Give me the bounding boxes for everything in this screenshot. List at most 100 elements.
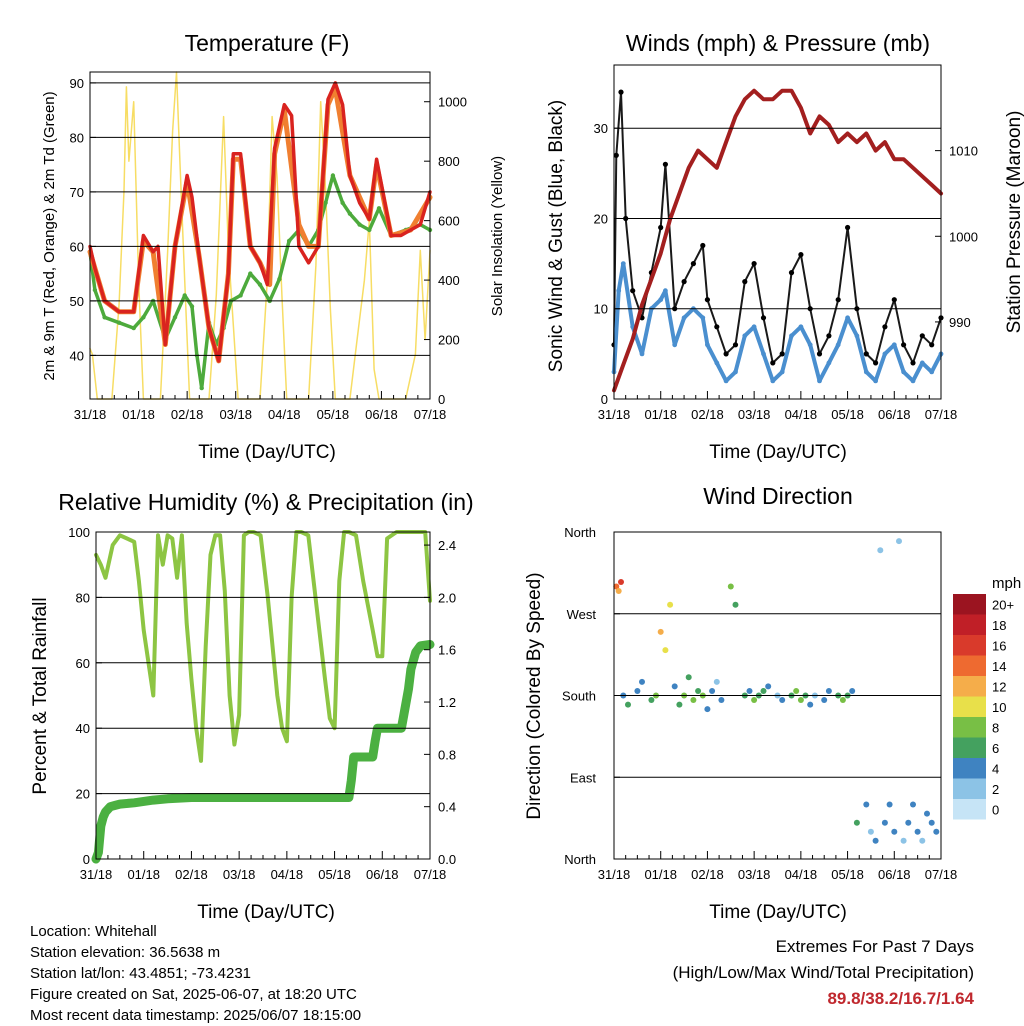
direction-ylabel-left: Direction (Colored By Speed) [524,572,545,819]
precip-y-tick-label: 1.2 [438,695,456,710]
precip-y-tick-label: 0.0 [438,852,456,867]
direction-point [863,801,870,808]
temp-y-tick-label: 40 [70,348,84,363]
dewpoint-point [340,200,345,205]
temperature-panel: Temperature (F) 40 50 60 70 80 90 0 200 400 600 80… [41,30,506,463]
gust-point [742,279,748,285]
x-tick-label: 06/18 [878,407,911,422]
wind-panel: Winds (mph) & Pressure (mb) 0 10 20 30 990 10… [546,30,1024,463]
direction-point [751,697,758,703]
legend-label: 2 [992,782,999,797]
legend-swatch [953,655,986,676]
wind-y-tick-label: 30 [594,121,608,136]
direction-point [639,678,645,685]
direction-point [919,837,926,844]
direction-point [615,588,622,594]
x-tick-label: 04/18 [268,407,301,422]
x-tick-label: 31/18 [74,407,107,422]
precip-y-tick-label: 0.8 [438,747,456,762]
gust-point [662,161,669,167]
gust-point [826,333,832,339]
direction-point [685,674,692,681]
direction-point [807,701,814,708]
dewpoint-point [286,238,292,244]
x-tick-label: 01/18 [644,407,677,422]
direction-point [676,701,683,708]
rh-title: Relative Humidity (%) & Precipitation (i… [58,489,473,515]
sonic-wind-point [733,369,738,375]
sonic-wind-point [761,351,766,357]
sonic-wind-point [700,315,706,321]
sonic-wind-point [854,333,860,339]
sonic-wind-point [770,378,776,384]
rh-line [94,530,432,763]
x-tick-label: 04/18 [271,867,304,882]
direction-point [727,583,734,590]
x-tick-label: 07/18 [414,407,447,422]
dewpoint-point [116,320,122,325]
gust-point [704,297,711,303]
direction-point [933,828,940,835]
pressure-y-tick-label: 990 [949,315,971,330]
wind-title: Winds (mph) & Pressure (mb) [626,30,930,56]
direction-point [657,628,664,635]
direction-point [793,688,800,694]
direction-point [896,538,902,545]
station-info: Location: Whitehall Station elevation: 3… [30,921,361,1026]
direction-point [881,819,888,826]
legend-swatch [953,594,986,615]
gust-point [618,89,624,95]
sonic-wind-point [620,261,626,266]
direction-point [877,547,884,554]
x-tick-label: 31/18 [598,867,631,882]
gust-point [788,270,795,276]
dewpoint-point [330,173,336,178]
sonic-wind-point [798,324,804,330]
sonic-wind-point [807,342,813,348]
sonic-wind-point [882,351,888,357]
sonic-wind-point [672,342,678,348]
legend-title: mph [992,575,1021,592]
gust-point [919,333,925,339]
rh-y-tick-label: 80 [76,590,90,605]
sonic-wind-point [705,342,710,348]
legend-label: 20+ [992,597,1014,612]
x-tick-label: 04/18 [785,407,818,422]
legend-label: 12 [992,679,1006,694]
rh-panel: Relative Humidity (%) & Precipitation (i… [30,489,474,923]
wind-y-tick-label: 10 [594,302,608,317]
direction-point [732,601,739,608]
dewpoint-point [102,315,107,320]
rh-y-tick-label: 0 [83,852,90,867]
x-tick-label: 02/18 [691,867,724,882]
solar-insolation-line [89,71,431,400]
x-tick-label: 01/18 [644,867,677,882]
sonic-wind-point [658,297,664,303]
wind-y-tick-label: 20 [594,211,608,226]
gust-point [891,297,897,303]
x-tick-label: 07/18 [925,867,958,882]
x-tick-label: 02/18 [175,867,208,882]
wind-y-tick-label: 0 [601,392,608,407]
dewpoint-point [92,287,98,293]
info-recent: Most recent data timestamp: 2025/06/07 1… [30,1007,362,1024]
x-tick-label: 03/18 [223,867,256,882]
legend-swatch [953,778,986,799]
direction-point [746,688,753,694]
legend-swatch [953,696,986,717]
direction-point [662,647,669,654]
sonic-wind-point [835,342,841,348]
direction-point [849,688,856,694]
gust-point [630,288,636,294]
direction-point [886,801,893,808]
dewpoint-point [189,304,195,309]
direction-point [797,697,804,703]
dewpoint-point [277,276,282,282]
direction-point [690,697,697,703]
direction-panel: Wind Direction NorthEastSouthWestNorth31… [524,483,1021,923]
direction-point [760,688,767,694]
rh-y-tick-label: 60 [76,656,90,671]
dewpoint-point [376,206,382,211]
gust-point [760,315,767,321]
legend-swatch [953,614,986,635]
